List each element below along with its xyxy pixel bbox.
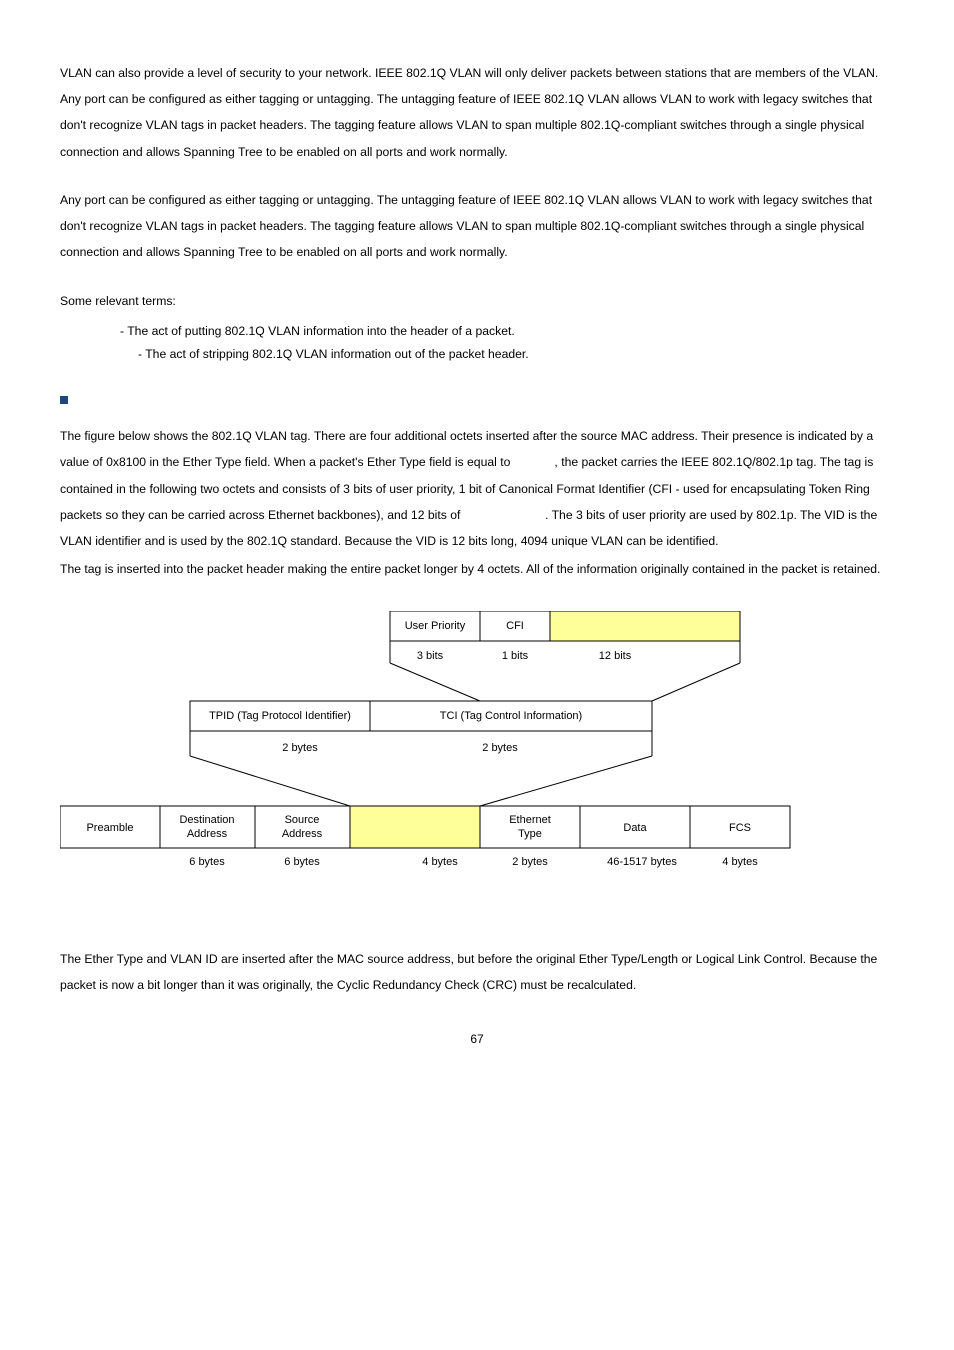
lbl-2bytes-eth: 2 bytes [512, 856, 548, 868]
lbl-46-1517: 46-1517 bytes [607, 856, 677, 868]
cell-cfi: CFI [506, 620, 524, 632]
cell-vid-highlight [550, 611, 740, 641]
cell-tag-highlight [350, 806, 480, 848]
cell-user-priority: User Priority [405, 620, 466, 632]
lbl-6bytes-dest: 6 bytes [189, 856, 225, 868]
cell-eth-2: Type [518, 828, 542, 840]
lbl-4bytes-tag: 4 bytes [422, 856, 458, 868]
lbl-6bytes-src: 6 bytes [284, 856, 320, 868]
terms-intro: Some relevant terms: [60, 288, 894, 314]
paragraph-5: The tag is inserted into the packet head… [60, 556, 894, 582]
lbl-3bits: 3 bits [417, 650, 444, 662]
cell-fcs: FCS [729, 822, 751, 834]
lbl-tpid-2bytes: 2 bytes [282, 742, 318, 754]
lbl-1bits: 1 bits [502, 650, 529, 662]
lbl-tci-2bytes: 2 bytes [482, 742, 518, 754]
p4-spacer-b [514, 455, 555, 469]
paragraph-6: The Ether Type and VLAN ID are inserted … [60, 946, 894, 998]
terms-block: Some relevant terms: - The act of puttin… [60, 288, 894, 367]
cell-dest-1: Destination [179, 814, 234, 826]
cell-tci: TCI (Tag Control Information) [440, 710, 582, 722]
lbl-4bytes-fcs: 4 bytes [722, 856, 758, 868]
cell-data: Data [623, 822, 647, 834]
vlan-tag-diagram: User Priority CFI 3 bits 1 bits 12 bits … [60, 611, 894, 916]
bottom-row: Preamble Destination Address Source Addr… [60, 806, 790, 848]
lbl-12bits: 12 bits [599, 650, 632, 662]
term-tagging: - The act of putting 802.1Q VLAN informa… [60, 320, 894, 343]
paragraph-1: VLAN can also provide a level of securit… [60, 60, 894, 165]
term-untagging: - The act of stripping 802.1Q VLAN infor… [60, 343, 894, 366]
p4-spacer-d [464, 508, 545, 522]
paragraph-4: The figure below shows the 802.1Q VLAN t… [60, 423, 894, 554]
cell-src-1: Source [285, 814, 320, 826]
cell-dest-2: Address [187, 828, 228, 840]
cell-preamble: Preamble [86, 822, 133, 834]
top-row: User Priority CFI [390, 611, 740, 641]
cell-src-2: Address [282, 828, 323, 840]
cell-eth-1: Ethernet [509, 814, 551, 826]
cell-tpid: TPID (Tag Protocol Identifier) [209, 710, 351, 722]
paragraph-2: Any port can be configured as either tag… [60, 187, 894, 266]
mid-row: TPID (Tag Protocol Identifier) TCI (Tag … [190, 701, 652, 731]
page-number: 67 [60, 1032, 894, 1046]
page-content: VLAN can also provide a level of securit… [0, 0, 954, 1086]
section-bullet [60, 384, 894, 423]
